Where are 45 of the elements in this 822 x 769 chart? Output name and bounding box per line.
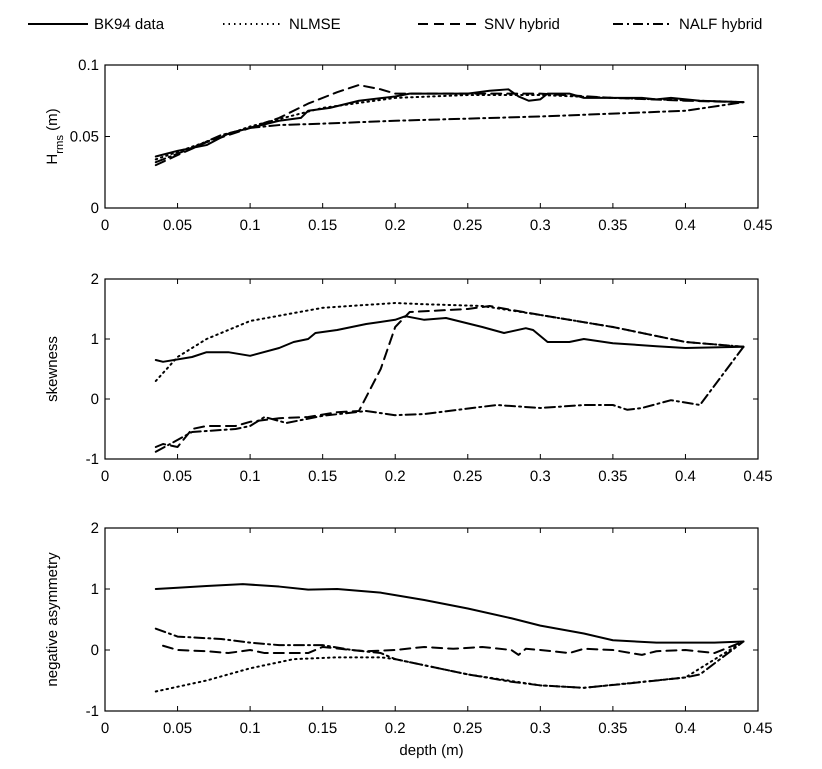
legend-label: BK94 data — [94, 16, 165, 33]
y-tick-label: -1 — [86, 703, 99, 720]
x-tick-label: 0.25 — [453, 468, 482, 485]
y-tick-label: 0.05 — [70, 128, 99, 146]
y-tick-label: 0 — [90, 642, 99, 659]
x-tick-label: 0.3 — [530, 720, 551, 737]
x-tick-label: 0.15 — [308, 217, 338, 234]
x-axis-title: depth (m) — [399, 742, 464, 759]
x-tick-label: 0.45 — [743, 468, 773, 485]
legend-label: NALF hybrid — [679, 16, 762, 33]
x-tick-label: 0.4 — [675, 468, 696, 485]
x-tick-label: 0.05 — [162, 468, 192, 485]
y-tick-label: 2 — [90, 271, 99, 288]
x-tick-label: 0.4 — [675, 720, 696, 737]
x-tick-label: 0.45 — [743, 720, 773, 737]
legend-label: NLMSE — [289, 16, 341, 33]
x-tick-label: 0.2 — [384, 720, 406, 737]
y-tick-label: 1 — [90, 581, 99, 598]
x-tick-label: 0.05 — [162, 217, 192, 234]
x-tick-label: 0.35 — [598, 468, 628, 485]
x-tick-label: 0.3 — [530, 468, 551, 485]
y-tick-label: -1 — [86, 451, 99, 468]
x-tick-label: 0.1 — [240, 217, 261, 234]
y-tick-label: 0 — [90, 391, 99, 408]
x-tick-label: 0.25 — [453, 720, 482, 737]
y-axis-title: negative asymmetry — [44, 552, 61, 687]
y-axis-title: skewness — [44, 336, 61, 402]
x-tick-label: 0.15 — [308, 720, 338, 737]
x-tick-label: 0.15 — [308, 468, 338, 485]
x-tick-label: 0.25 — [453, 217, 482, 234]
x-tick-label: 0.4 — [675, 217, 696, 234]
y-tick-label: 0.1 — [78, 57, 99, 74]
y-tick-label: 1 — [90, 331, 99, 348]
x-tick-label: 0.35 — [598, 217, 628, 234]
x-tick-label: 0.2 — [384, 468, 406, 485]
y-tick-label: 0 — [90, 200, 99, 217]
x-tick-label: 0.3 — [530, 217, 551, 234]
y-tick-label: 2 — [90, 520, 99, 537]
x-tick-label: 0.2 — [384, 217, 406, 234]
x-tick-label: 0.05 — [162, 720, 192, 737]
x-tick-label: 0.1 — [240, 468, 261, 485]
legend-label: SNV hybrid — [484, 16, 560, 33]
x-tick-label: 0.35 — [598, 720, 628, 737]
x-tick-label: 0.1 — [240, 720, 261, 737]
x-tick-label: 0.45 — [743, 217, 773, 234]
